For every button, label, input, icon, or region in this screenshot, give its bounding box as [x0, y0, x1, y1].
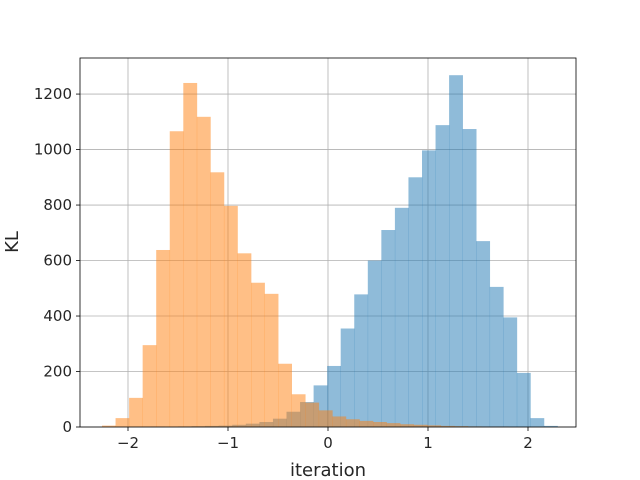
x-tick-label: 0 — [323, 434, 333, 452]
histogram-bar — [237, 253, 252, 427]
histogram-bar — [169, 131, 184, 427]
histogram-bar — [440, 425, 455, 427]
x-axis-ticks: −2 −1 0 1 2 — [117, 427, 533, 452]
histogram-bar — [156, 249, 171, 427]
histogram-bar — [183, 82, 198, 428]
y-tick-label: 600 — [43, 252, 72, 270]
series-orange-bars — [102, 82, 509, 428]
histogram-bar — [345, 419, 360, 427]
x-tick-label: −2 — [117, 434, 139, 452]
y-tick-label: 400 — [43, 307, 72, 325]
histogram-bar — [340, 328, 355, 427]
histogram-bar — [129, 397, 143, 427]
histogram-bar — [489, 286, 504, 427]
x-axis-label: iteration — [290, 460, 366, 480]
histogram-bar — [305, 402, 320, 427]
y-tick-label: 1200 — [34, 85, 72, 103]
histogram-bar — [278, 363, 292, 427]
y-axis-label: KL — [2, 231, 23, 253]
histogram-bar — [318, 410, 333, 427]
histogram-bar — [223, 205, 238, 427]
histogram-bar — [359, 420, 374, 427]
y-tick-label: 1000 — [34, 141, 72, 159]
y-tick-label: 0 — [62, 418, 72, 436]
y-axis-ticks: 0 200 400 600 800 1000 1200 — [34, 85, 80, 436]
histogram-bar — [543, 425, 558, 427]
histogram-bar — [291, 394, 306, 427]
histogram-bar — [196, 116, 211, 427]
x-tick-label: 2 — [523, 434, 533, 452]
histogram-bar — [332, 416, 347, 427]
histogram-bar — [408, 177, 423, 427]
y-tick-label: 800 — [43, 196, 72, 214]
histogram-bar — [400, 424, 414, 427]
histogram-bar — [367, 260, 382, 427]
histogram-bar — [454, 426, 469, 427]
histogram-bar — [251, 282, 265, 427]
histogram-bar — [394, 207, 409, 427]
x-tick-label: −1 — [217, 434, 239, 452]
histogram-bar — [476, 241, 491, 427]
histogram-bar — [449, 75, 463, 427]
histogram-bar — [516, 372, 531, 427]
histogram-bar — [381, 230, 396, 427]
histogram-bar — [354, 294, 369, 427]
histogram-bar — [530, 418, 545, 427]
histogram-bar — [427, 425, 442, 427]
histogram-bar — [503, 317, 518, 427]
histogram-bar — [115, 418, 130, 427]
histogram-bar — [373, 422, 387, 427]
histogram-bar — [102, 425, 116, 427]
histogram-bar — [422, 150, 436, 427]
histogram-bar — [435, 125, 450, 427]
histogram-bar — [462, 129, 477, 427]
y-tick-label: 200 — [43, 363, 72, 381]
histogram-bar — [413, 424, 428, 427]
histogram-bar — [386, 423, 401, 427]
histogram-bar — [210, 172, 225, 427]
histogram-bar — [142, 345, 157, 427]
x-tick-label: 1 — [423, 434, 433, 452]
histogram-bar — [264, 293, 279, 427]
